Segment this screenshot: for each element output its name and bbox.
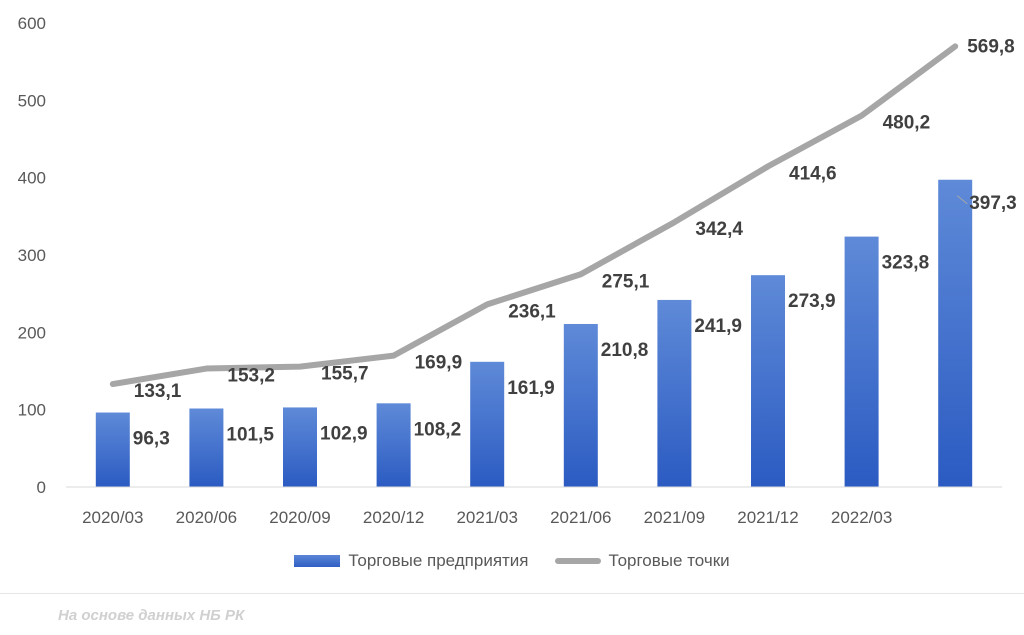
x-tick-label: 2020/09 — [269, 508, 330, 527]
x-tick-label: 2020/03 — [82, 508, 143, 527]
bar-value-label: 241,9 — [694, 316, 742, 337]
legend-item-line: Торговые точки — [554, 551, 730, 571]
legend-bar-label: Торговые предприятия — [348, 551, 529, 570]
data-labels: 96,3 101,5 102,9 108,2 161,9 210,8 241,9 273,9 3… — [133, 36, 1017, 449]
x-tick-label: 2020/06 — [176, 508, 237, 527]
line-value-label: 569,8 — [967, 36, 1015, 57]
bar-value-label: 397,3 — [969, 193, 1017, 214]
bar — [844, 236, 879, 487]
x-tick-label: 2021/12 — [737, 508, 798, 527]
x-tick-label: 2020/12 — [363, 508, 424, 527]
line-value-label: 153,2 — [227, 366, 275, 387]
bar-value-label: 96,3 — [133, 429, 170, 450]
line-value-label: 414,6 — [789, 163, 837, 184]
line-series — [109, 43, 959, 388]
y-tick-label: 100 — [18, 401, 46, 420]
y-tick-label: 600 — [18, 14, 46, 33]
x-axis: 2020/03 2020/06 2020/09 2020/12 2021/03 2021/… — [66, 486, 1002, 527]
bar — [563, 323, 598, 487]
bar-value-label: 210,8 — [601, 340, 649, 361]
legend-item-bars: Торговые предприятия — [294, 551, 529, 571]
bar-value-label: 101,5 — [226, 425, 274, 446]
bar-series — [95, 179, 973, 487]
y-tick-label: 500 — [18, 91, 46, 110]
x-tick-label: 2021/09 — [644, 508, 705, 527]
bar — [657, 299, 692, 487]
line-value-label: 155,7 — [321, 364, 369, 385]
legend-line-swatch — [554, 558, 601, 564]
source-note: На основе данных НБ РК — [58, 607, 245, 624]
legend: Торговые предприятия Торговые точки — [0, 551, 1024, 571]
bar-value-label: 102,9 — [320, 423, 368, 444]
bar-value-label: 323,8 — [882, 253, 930, 274]
bar — [376, 403, 411, 487]
line-value-label: 342,4 — [695, 219, 743, 240]
footer-divider — [0, 593, 1024, 594]
bar-value-label: 108,2 — [414, 419, 462, 440]
y-axis: 0 100 200 300 400 500 600 — [18, 14, 46, 497]
bar — [751, 275, 785, 487]
bar — [189, 408, 224, 487]
y-tick-label: 300 — [18, 246, 46, 265]
bar — [470, 361, 505, 487]
legend-bar-swatch — [294, 555, 341, 567]
line-path — [109, 43, 959, 388]
x-tick-label: 2021/03 — [456, 508, 517, 527]
line-value-label: 169,9 — [415, 353, 463, 374]
line-value-label: 480,2 — [883, 113, 931, 134]
y-tick-label: 200 — [18, 323, 46, 342]
leader-line — [956, 195, 968, 205]
bar — [283, 407, 317, 487]
bar-value-label: 161,9 — [507, 378, 555, 399]
line-value-label: 275,1 — [602, 271, 650, 292]
bar — [95, 412, 130, 487]
legend-line-label: Торговые точки — [608, 551, 730, 570]
bar-value-label: 273,9 — [788, 291, 836, 312]
y-tick-label: 400 — [18, 169, 46, 188]
line-value-label: 236,1 — [508, 301, 556, 322]
bar — [938, 179, 973, 487]
x-tick-label: 2022/03 — [831, 508, 892, 527]
y-tick-label: 0 — [37, 478, 46, 497]
line-value-label: 133,1 — [134, 381, 182, 402]
x-tick-label: 2021/06 — [550, 508, 611, 527]
